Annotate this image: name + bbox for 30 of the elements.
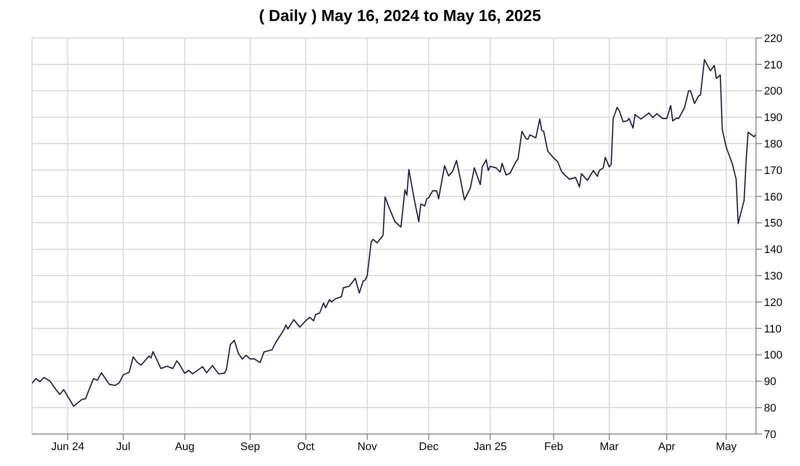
x-tick-label: Jan 25 [474,440,507,453]
x-tick-label: Apr [658,440,676,453]
y-tick-label: 70 [764,428,776,441]
y-tick-label: 90 [764,376,776,388]
x-tick-label: Sep [240,440,260,453]
y-tick-label: 110 [764,323,782,336]
y-tick-label: 140 [764,244,782,256]
x-tick-label: May [716,440,738,453]
y-tick-label: 120 [764,296,782,309]
chart-title: ( Daily ) May 16, 2024 to May 16, 2025 [258,8,542,27]
y-tick-label: 210 [764,59,782,72]
y-tick-label: 160 [764,191,782,204]
y-tick-label: 150 [764,218,782,230]
y-tick-label: 180 [764,138,782,151]
x-tick-label: Dec [418,440,439,453]
x-tick-label: Jun 24 [51,440,84,453]
y-tick-label: 80 [764,402,776,415]
x-tick-label: Mar [600,440,620,453]
x-tick-label: Feb [544,440,564,453]
line-series [32,59,756,407]
x-tick-label: Jul [116,440,130,453]
y-tick-label: 100 [764,350,782,362]
y-tick-label: 170 [764,164,782,177]
x-tick-label: Oct [297,440,314,453]
y-tick-label: 200 [764,86,782,98]
x-tick-label: Aug [174,440,195,453]
y-tick-label: 220 [764,32,782,45]
y-tick-label: 130 [764,270,782,283]
x-tick-label: Nov [357,440,378,453]
y-tick-label: 190 [764,112,782,124]
